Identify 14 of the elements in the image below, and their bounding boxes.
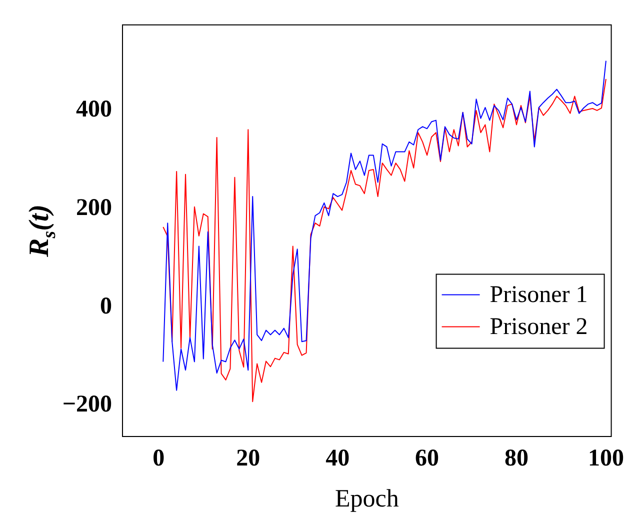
x-tick-label: 80 xyxy=(504,446,529,472)
y-axis-title: Rs(t) xyxy=(24,204,60,258)
y-tick-label: 0 xyxy=(100,293,112,320)
y-tick-label: 400 xyxy=(76,96,112,123)
x-tick-label: 20 xyxy=(236,446,260,472)
x-tick-label: 40 xyxy=(326,446,350,472)
y-tick-label: −200 xyxy=(62,392,112,418)
x-axis-title: Epoch xyxy=(334,486,400,513)
legend-label: Prisoner 2 xyxy=(490,314,588,340)
y-tick-label: 200 xyxy=(76,195,112,222)
x-tick-label: 100 xyxy=(588,446,624,472)
x-tick-label: 0 xyxy=(152,446,165,472)
x-tick-label: 60 xyxy=(415,446,440,472)
legend-label: Prisoner 1 xyxy=(490,282,588,308)
